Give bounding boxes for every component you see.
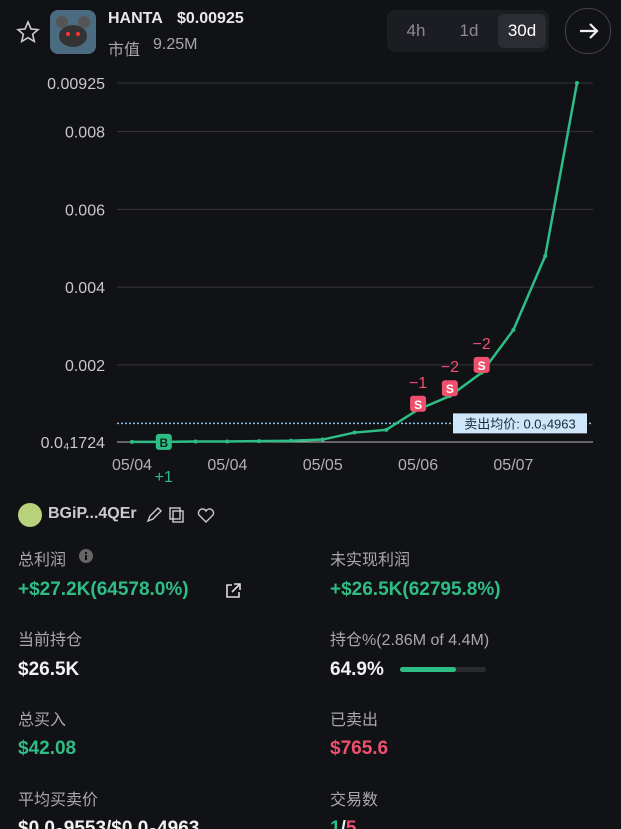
timeframe-button[interactable]: 30d	[498, 14, 546, 48]
next-button[interactable]	[565, 8, 611, 54]
trade-marker	[155, 433, 172, 450]
trades-buy: 1	[330, 818, 341, 829]
token-name: HANTA	[108, 10, 163, 27]
trade-marker	[441, 380, 458, 397]
stat-value: 1/5	[330, 818, 356, 829]
y-tick-label: 0.008	[65, 125, 105, 142]
stat-label: 交易数	[330, 792, 379, 809]
y-tick-label: 0.006	[65, 202, 105, 219]
point	[575, 81, 579, 85]
stat-label: 未实现利润	[330, 552, 411, 569]
x-tick-label: 05/04	[207, 457, 247, 474]
trades-sep: /	[340, 818, 346, 829]
point	[320, 437, 325, 442]
point	[288, 438, 293, 443]
stat-value: $42.08	[18, 738, 77, 759]
external-link-icon[interactable]	[224, 582, 242, 600]
stat-value: $765.6	[330, 738, 389, 759]
token-avatar	[50, 10, 96, 54]
stat-label: 已卖出	[330, 712, 379, 729]
x-tick-label: 05/07	[493, 457, 533, 474]
mcap-label: 市值	[108, 42, 141, 59]
point	[225, 439, 230, 444]
timeframe-button[interactable]: 4h	[406, 21, 426, 40]
stat-value: 64.9%	[330, 659, 384, 680]
price-line	[132, 82, 579, 444]
star-icon[interactable]	[16, 20, 40, 44]
stat-label: 平均买卖价	[18, 792, 99, 809]
trade-marker	[410, 395, 427, 412]
mcap: 9.25M	[153, 36, 198, 53]
trade-side: S	[478, 359, 486, 373]
y-tick-label: 0.00925	[47, 76, 105, 93]
info-icon[interactable]	[78, 548, 94, 564]
point	[352, 430, 357, 435]
x-tick-label: 05/05	[303, 457, 343, 474]
stat-label: 总买入	[18, 712, 67, 729]
avg-sell-box	[453, 413, 587, 434]
point	[511, 327, 516, 332]
wallet-actions[interactable]	[145, 505, 221, 525]
stat-value: $26.5K	[18, 659, 80, 680]
timeframe-button[interactable]: 1d	[459, 21, 479, 40]
x-tick-label: 05/06	[398, 457, 438, 474]
wallet-address: BGiP...4QEr	[48, 505, 137, 522]
trade-marker	[473, 356, 490, 373]
trades-sell: 5	[345, 818, 357, 829]
wallet-avatar	[18, 503, 42, 527]
trade-side: B	[159, 436, 168, 450]
point	[193, 439, 198, 444]
trade-amount: −2	[473, 336, 491, 353]
x-tick-label: 05/04	[112, 457, 152, 474]
trade-side: S	[414, 398, 422, 412]
stat-value: $0.0₃9553/$0.0₃4963	[18, 818, 200, 829]
point	[543, 254, 548, 259]
y-tick-label: 0.0₄1724	[41, 435, 105, 452]
y-tick-label: 0.002	[65, 358, 105, 375]
y-tick-label: 0.004	[65, 280, 105, 297]
chart: 0.0₄1724 0.002 0.004 0.006 0.008 0.00925 05/04…	[41, 76, 593, 486]
stat-label: 当前持仓	[18, 632, 83, 649]
trade-amount: −1	[409, 375, 427, 392]
stat-label: 总利润	[18, 552, 67, 569]
point	[130, 439, 134, 444]
progress-fill	[400, 667, 456, 672]
trade-amount: +1	[155, 469, 173, 486]
stat-label: 持仓%(2.86M of 4.4M)	[330, 632, 490, 649]
trade-side: S	[446, 382, 454, 396]
stat-value: +$26.5K(62795.8%)	[330, 579, 501, 600]
point	[384, 427, 389, 432]
avg-sell-label: 卖出均价: 0.0₃4963	[464, 416, 576, 431]
token-price: $0.00925	[177, 10, 244, 27]
progress-track	[400, 667, 486, 672]
trade-amount: −2	[441, 359, 459, 376]
point	[257, 439, 262, 444]
stat-value: +$27.2K(64578.0%)	[18, 579, 189, 600]
